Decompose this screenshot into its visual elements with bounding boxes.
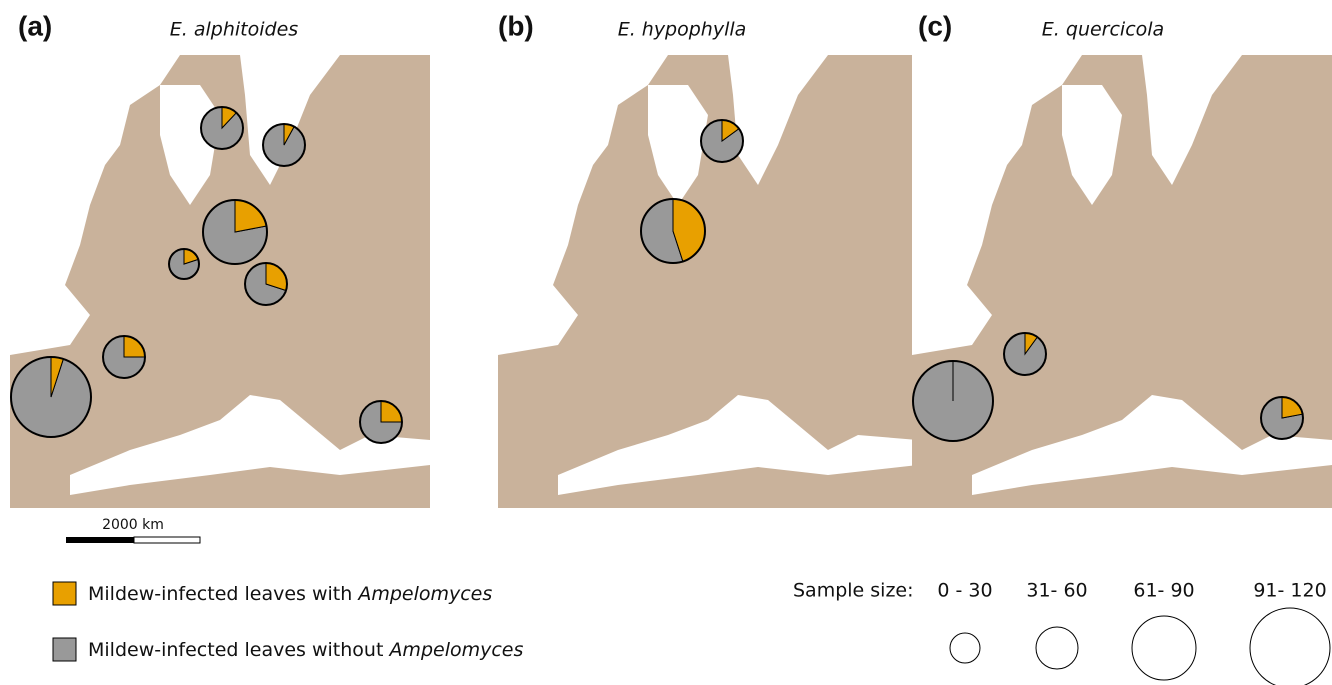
legend-swatch [52, 637, 77, 662]
sample-size-title: Sample size: [793, 580, 914, 602]
pie-outline [1260, 396, 1304, 440]
pie-outline [10, 356, 92, 438]
sea [972, 395, 1332, 495]
pie [202, 199, 268, 265]
pie-outline [200, 106, 244, 150]
pie [102, 335, 146, 379]
panel-label: (a) [18, 10, 52, 41]
sample-size-bin: 0 - 30 [937, 580, 992, 602]
sea [1062, 85, 1122, 205]
pie [262, 123, 306, 167]
sea [912, 55, 1082, 355]
legend-label: Mildew-infected leaves without Ampelomyc… [88, 639, 523, 661]
pie-outline [700, 119, 744, 163]
pie [244, 262, 288, 306]
sea [498, 55, 668, 355]
pie-outline [262, 123, 306, 167]
scale-bar-white [133, 536, 201, 544]
panel-title: E. alphitoides [170, 19, 298, 41]
pie-outline [102, 335, 146, 379]
sea [558, 395, 918, 495]
sea [648, 85, 708, 205]
sample-size-circle [949, 632, 981, 664]
sea [10, 55, 180, 355]
sample-size-bin: 91- 120 [1253, 580, 1326, 602]
pie [912, 360, 994, 442]
pie [1003, 332, 1047, 376]
pie [1260, 396, 1304, 440]
panel-label: (b) [498, 10, 534, 41]
pie-outline [640, 198, 706, 264]
sample-size-circle [1249, 607, 1331, 685]
sea [1142, 55, 1242, 185]
sample-size-circle [1131, 615, 1197, 681]
pie-outline [244, 262, 288, 306]
pie [168, 248, 200, 280]
pie [10, 356, 92, 438]
sea [70, 395, 430, 495]
scale-bar-black [66, 537, 134, 543]
panel-label: (c) [918, 10, 952, 41]
sample-size-bin: 61- 90 [1133, 580, 1194, 602]
pie [200, 106, 244, 150]
pie-outline [912, 360, 994, 442]
pie-outline [359, 400, 403, 444]
sample-size-circle [1035, 626, 1079, 670]
pie-outline [202, 199, 268, 265]
legend-swatch [52, 581, 77, 606]
legend-label: Mildew-infected leaves with Ampelomyces [88, 583, 492, 605]
pie [359, 400, 403, 444]
pie-outline [1003, 332, 1047, 376]
panel-title: E. quercicola [1042, 19, 1164, 41]
pie-outline [168, 248, 200, 280]
sea [728, 55, 828, 185]
pie [700, 119, 744, 163]
sample-size-bin: 31- 60 [1026, 580, 1087, 602]
panel-title: E. hypophylla [618, 19, 747, 41]
scale-bar-label: 2000 km [102, 517, 164, 533]
pie [640, 198, 706, 264]
